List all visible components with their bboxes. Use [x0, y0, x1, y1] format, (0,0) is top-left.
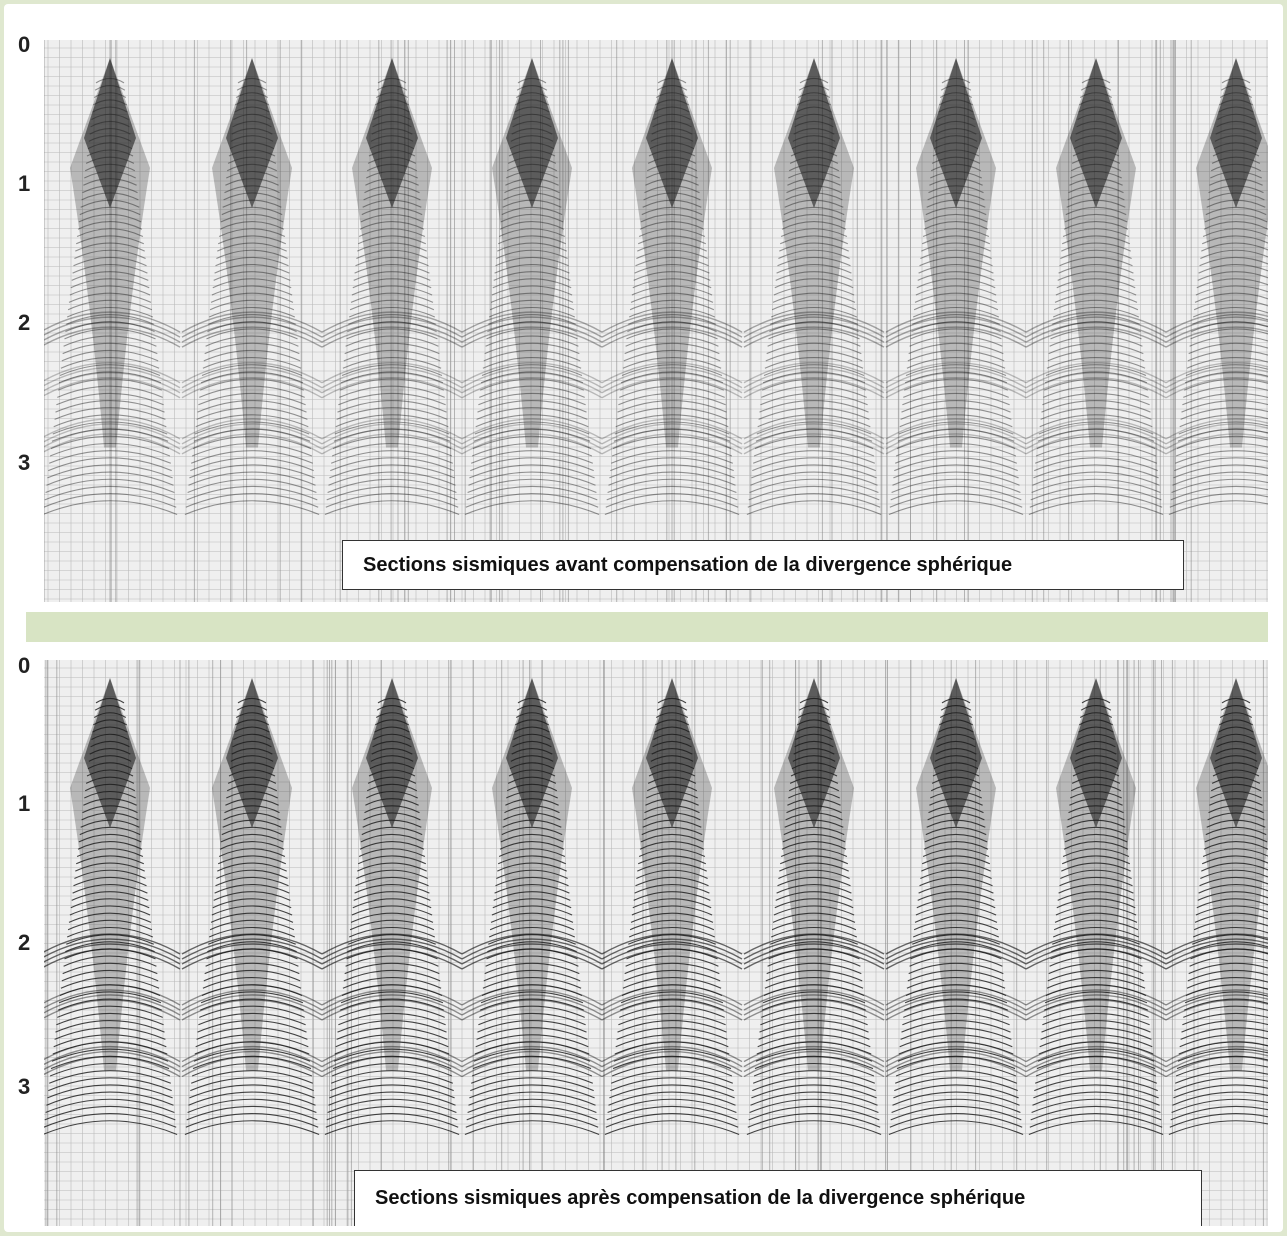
- time-tick-bottom-1: 1: [18, 791, 31, 816]
- time-tick-bottom-0: 0: [18, 653, 31, 678]
- time-tick-top-3: 3: [18, 450, 31, 475]
- time-tick-bottom-2: 2: [18, 930, 31, 955]
- time-tick-top-2: 2: [18, 310, 31, 335]
- caption-after: Sections sismiques après compensation de…: [354, 1170, 1202, 1226]
- seismic-section-before: [44, 40, 1268, 602]
- caption-before: Sections sismiques avant compensation de…: [342, 540, 1184, 590]
- caption-after-text: Sections sismiques après compensation de…: [375, 1187, 1026, 1209]
- seismic-section-after: [44, 660, 1268, 1226]
- seismic-section-after-image: [44, 660, 1268, 1226]
- time-tick-top-1: 1: [18, 171, 31, 196]
- time-tick-bottom-3: 3: [18, 1074, 31, 1099]
- time-tick-top-0: 0: [18, 32, 31, 57]
- caption-before-text: Sections sismiques avant compensation de…: [363, 553, 1013, 576]
- seismic-section-before-image: [44, 40, 1268, 602]
- section-separator: [26, 612, 1268, 642]
